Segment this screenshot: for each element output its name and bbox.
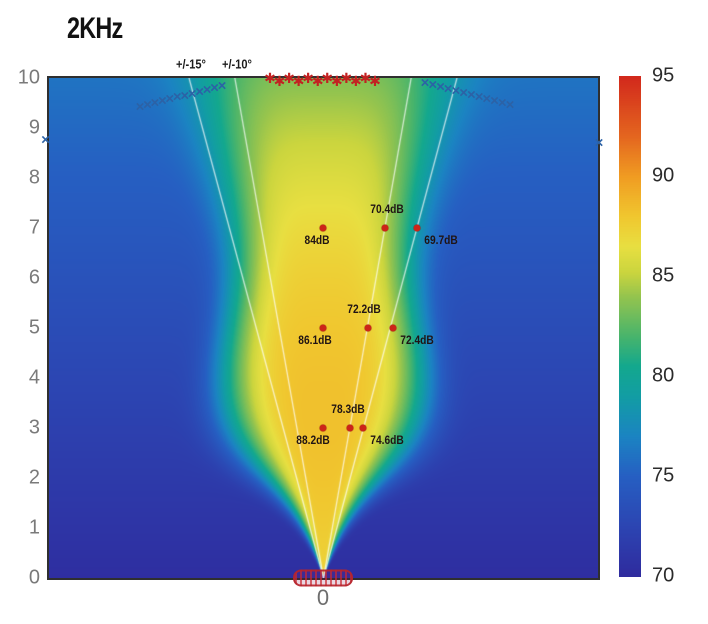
y-axis-tick-label: 6	[28, 266, 40, 289]
x-marker: ×	[436, 78, 445, 96]
x-marker: ×	[505, 96, 515, 114]
x-marker: ×	[474, 88, 484, 106]
x-marker: ×	[143, 96, 152, 114]
x-marker: ×	[497, 94, 507, 112]
asterisk-marker: ✱	[292, 73, 305, 89]
x-marker: ×	[459, 84, 469, 102]
colorbar-gradient	[619, 76, 641, 577]
measurement-dot	[381, 224, 389, 232]
measurement-dot	[319, 224, 327, 232]
measurement-dot	[346, 424, 354, 432]
y-axis-tick-label: 5	[28, 316, 40, 339]
y-axis-tick-label: 3	[28, 416, 40, 439]
x-axis-tick-label: 0	[316, 585, 330, 610]
measurement-db-label: 72.2dB	[347, 302, 381, 316]
colorbar-tick-label: 90	[652, 164, 675, 187]
y-axis-tick-label: 1	[28, 516, 40, 539]
measurement-db-label: 74.6dB	[370, 433, 404, 447]
measurement-dot	[413, 224, 421, 232]
colorbar-tick-label: 70	[652, 564, 675, 587]
beam-angle-label: +/-15°	[176, 56, 206, 72]
measurement-db-label: 78.3dB	[331, 402, 365, 416]
x-marker: ×	[157, 92, 167, 110]
x-marker-edge: ×	[41, 131, 50, 149]
asterisk-marker: ✱	[350, 73, 362, 89]
x-marker: ×	[210, 79, 219, 97]
asterisk-marker: ✱	[321, 70, 334, 86]
measurement-db-label: 84dB	[304, 233, 330, 247]
measurement-db-label: 86.1dB	[298, 333, 332, 347]
x-marker-edge: ×	[594, 134, 604, 152]
x-marker: ×	[420, 74, 430, 92]
x-marker: ×	[180, 87, 190, 105]
x-marker: ×	[150, 94, 160, 112]
x-marker: ×	[443, 80, 453, 98]
x-marker: ×	[451, 82, 461, 100]
asterisk-marker: ✱	[311, 73, 324, 89]
measurement-dot	[359, 424, 367, 432]
x-marker: ×	[195, 83, 205, 101]
measurement-dot	[389, 324, 397, 332]
y-axis-tick-label: 8	[28, 166, 40, 189]
asterisk-marker: ✱	[340, 70, 353, 86]
beam-angle-label: +/-10°	[221, 56, 252, 72]
colorbar-tick-label: 80	[652, 364, 675, 387]
asterisk-marker: ✱	[359, 70, 372, 86]
x-marker: ×	[165, 90, 175, 108]
y-axis-tick-label: 7	[28, 216, 40, 239]
x-marker: ×	[202, 81, 212, 99]
marker-overlay: ✱ ✱ ✱ ✱ ✱ ✱ ✱ ✱ ✱ ✱ ✱ ✱ × × × × × × × × × × × × × × × × × × × × × × × × × × 84…	[41, 71, 603, 587]
asterisk-marker: ✱	[330, 73, 343, 89]
y-axis-tick-label: 0	[28, 566, 40, 589]
y-axis-tick-label: 4	[28, 366, 40, 389]
measurement-db-label: 72.4dB	[400, 333, 434, 347]
asterisk-marker: ✱	[369, 73, 381, 89]
x-marker: ×	[217, 77, 227, 95]
source-transducer-marker	[293, 569, 353, 587]
asterisk-marker: ✱	[302, 70, 315, 86]
measurement-db-label: 70.4dB	[370, 202, 404, 216]
chart-title: 2KHz	[67, 12, 123, 45]
asterisk-marker: ✱	[264, 70, 276, 86]
colorbar-tick-label: 95	[652, 64, 675, 87]
x-marker: ×	[482, 90, 492, 108]
y-axis-tick-label: 9	[28, 116, 40, 139]
x-marker: ×	[135, 98, 145, 116]
colorbar-tick-label: 85	[652, 264, 675, 287]
asterisk-marker: ✱	[283, 70, 295, 86]
x-marker: ×	[490, 92, 499, 110]
measurement-db-label: 69.7dB	[424, 233, 458, 247]
x-marker: ×	[428, 76, 438, 94]
colorbar-tick-label: 75	[652, 464, 675, 487]
y-axis-tick-label: 10	[17, 66, 40, 89]
asterisk-marker: ✱	[273, 73, 286, 89]
measurement-dot	[319, 324, 327, 332]
heatmap-plot-area: ✱ ✱ ✱ ✱ ✱ ✱ ✱ ✱ ✱ ✱ ✱ ✱ × × × × × × × × × × × × × × × × × × × × × × × × × × 84…	[41, 71, 603, 587]
y-axis-tick-label: 2	[28, 466, 40, 489]
measurement-dot	[364, 324, 372, 332]
x-marker: ×	[172, 88, 182, 106]
measurement-db-label: 88.2dB	[296, 433, 330, 447]
measurement-dot	[319, 424, 327, 432]
x-marker: ×	[466, 86, 476, 104]
x-marker: ×	[187, 85, 197, 103]
